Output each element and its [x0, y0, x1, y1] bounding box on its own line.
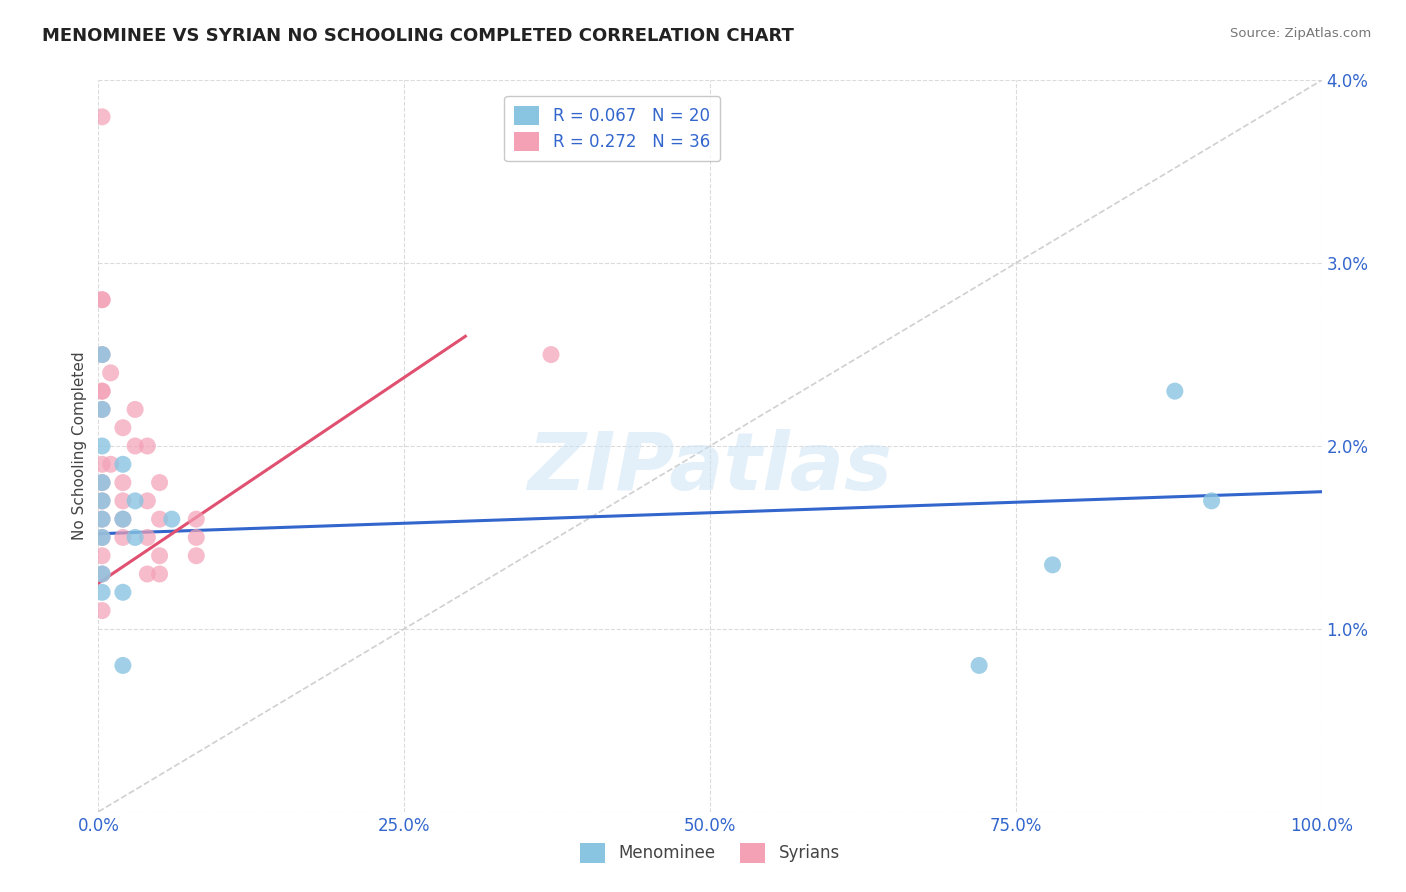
Point — [91, 475, 114, 490]
Y-axis label: No Schooling Completed: No Schooling Completed — [72, 351, 87, 541]
Point — [540, 347, 562, 362]
Point — [91, 604, 114, 618]
Point — [111, 475, 134, 490]
Point — [149, 475, 172, 490]
Point — [91, 585, 114, 599]
Point — [91, 475, 114, 490]
Point — [111, 458, 134, 472]
Text: ZIPatlas: ZIPatlas — [527, 429, 893, 507]
Point — [136, 494, 159, 508]
Point — [1201, 494, 1223, 508]
Point — [186, 512, 208, 526]
Legend: Menominee, Syrians: Menominee, Syrians — [574, 837, 846, 869]
Point — [186, 530, 208, 544]
Point — [91, 512, 114, 526]
Point — [91, 567, 114, 582]
Point — [111, 512, 134, 526]
Point — [149, 567, 172, 582]
Point — [91, 530, 114, 544]
Point — [136, 530, 159, 544]
Point — [91, 402, 114, 417]
Text: MENOMINEE VS SYRIAN NO SCHOOLING COMPLETED CORRELATION CHART: MENOMINEE VS SYRIAN NO SCHOOLING COMPLET… — [42, 27, 794, 45]
Point — [91, 293, 114, 307]
Point — [91, 439, 114, 453]
Point — [91, 293, 114, 307]
Point — [91, 384, 114, 399]
Point — [91, 494, 114, 508]
Point — [124, 439, 146, 453]
Point — [136, 567, 159, 582]
Point — [91, 567, 114, 582]
Point — [100, 366, 122, 380]
Point — [91, 110, 114, 124]
Point — [111, 658, 134, 673]
Point — [100, 458, 122, 472]
Point — [1164, 384, 1187, 399]
Point — [111, 421, 134, 435]
Point — [160, 512, 183, 526]
Point — [111, 512, 134, 526]
Point — [124, 402, 146, 417]
Point — [91, 512, 114, 526]
Text: Source: ZipAtlas.com: Source: ZipAtlas.com — [1230, 27, 1371, 40]
Point — [111, 585, 134, 599]
Point — [91, 530, 114, 544]
Point — [149, 549, 172, 563]
Point — [967, 658, 990, 673]
Point — [91, 494, 114, 508]
Point — [91, 402, 114, 417]
Point — [124, 494, 146, 508]
Point — [186, 549, 208, 563]
Point — [1042, 558, 1064, 572]
Point — [91, 347, 114, 362]
Point — [91, 458, 114, 472]
Point — [91, 384, 114, 399]
Point — [136, 439, 159, 453]
Point — [91, 549, 114, 563]
Point — [124, 530, 146, 544]
Point — [111, 530, 134, 544]
Point — [111, 494, 134, 508]
Point — [91, 347, 114, 362]
Point — [149, 512, 172, 526]
